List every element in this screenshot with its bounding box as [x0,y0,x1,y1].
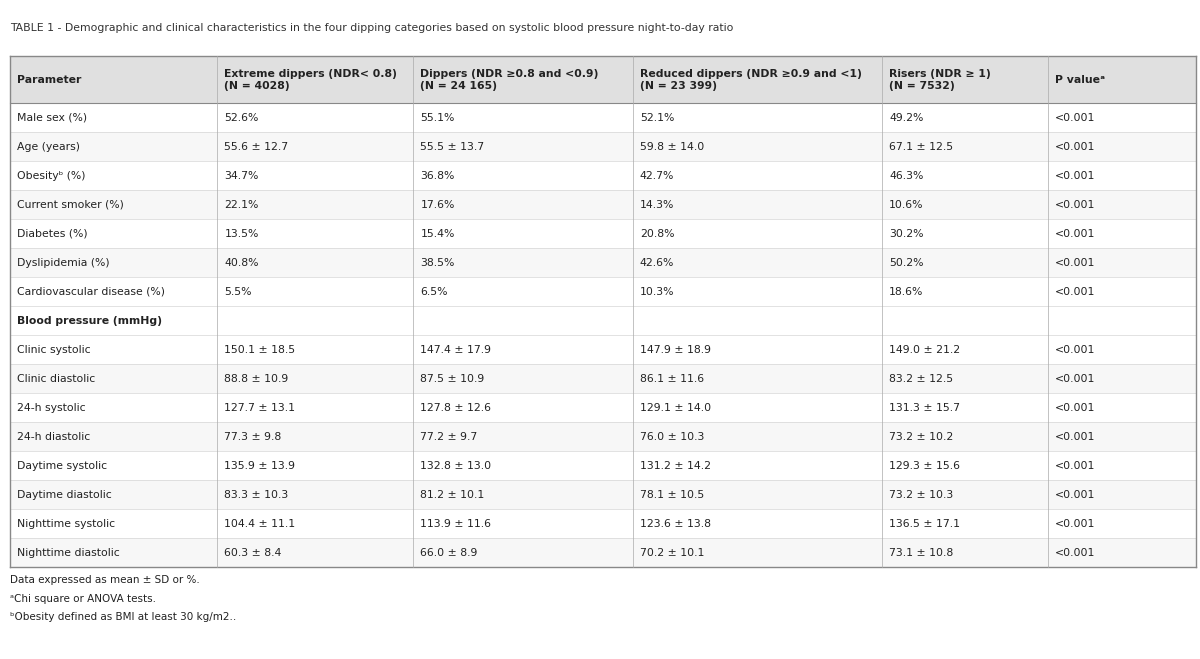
Text: <0.001: <0.001 [1055,171,1096,181]
Text: 81.2 ± 10.1: 81.2 ± 10.1 [420,490,485,500]
Text: Daytime diastolic: Daytime diastolic [17,490,112,500]
Text: Risers (NDR ≥ 1)
(​N = 7532): Risers (NDR ≥ 1) (​N = 7532) [889,69,991,91]
Bar [10,190,1196,219]
Text: Dippers (NDR ≥0.8 and <0.9)
(​N = 24 165): Dippers (NDR ≥0.8 and <0.9) (​N = 24 165… [420,69,599,91]
Text: 5.5%: 5.5% [224,287,252,297]
Text: 30.2%: 30.2% [889,229,924,239]
Text: 73.2 ± 10.3: 73.2 ± 10.3 [889,490,953,500]
Text: 147.4 ± 17.9: 147.4 ± 17.9 [420,345,491,355]
Bar [10,422,1196,451]
Bar [10,161,1196,190]
Text: 59.8 ± 14.0: 59.8 ± 14.0 [640,142,704,152]
Text: 135.9 ± 13.9: 135.9 ± 13.9 [224,461,295,471]
Text: 40.8%: 40.8% [224,258,259,268]
Text: TABLE 1 - Demographic and clinical characteristics in the four dipping categorie: TABLE 1 - Demographic and clinical chara… [10,23,733,33]
Bar [10,248,1196,277]
Text: 70.2 ± 10.1: 70.2 ± 10.1 [640,548,704,558]
Text: Blood pressure (mmHg): Blood pressure (mmHg) [17,316,162,326]
Text: 86.1 ± 11.6: 86.1 ± 11.6 [640,374,704,384]
Text: 83.3 ± 10.3: 83.3 ± 10.3 [224,490,289,500]
Bar [10,56,1196,103]
Text: ᵃChi square or ANOVA tests.: ᵃChi square or ANOVA tests. [10,594,156,604]
Text: 15.4%: 15.4% [420,229,455,239]
Text: <0.001: <0.001 [1055,374,1096,384]
Text: Clinic diastolic: Clinic diastolic [17,374,95,384]
Text: 24-h diastolic: 24-h diastolic [17,432,90,442]
Bar [10,335,1196,364]
Text: <0.001: <0.001 [1055,461,1096,471]
Text: <0.001: <0.001 [1055,229,1096,239]
Text: Reduced dippers (NDR ≥0.9 and <1)
(​N = 23 399): Reduced dippers (NDR ≥0.9 and <1) (​N = … [640,69,862,91]
Text: 104.4 ± 11.1: 104.4 ± 11.1 [224,519,295,529]
Text: 150.1 ± 18.5: 150.1 ± 18.5 [224,345,295,355]
Text: 17.6%: 17.6% [420,200,455,210]
Text: 10.3%: 10.3% [640,287,674,297]
Text: 38.5%: 38.5% [420,258,455,268]
Text: 18.6%: 18.6% [889,287,924,297]
Text: 73.1 ± 10.8: 73.1 ± 10.8 [889,548,953,558]
Text: 42.6%: 42.6% [640,258,674,268]
Text: 24-h systolic: 24-h systolic [17,403,85,413]
Bar [10,364,1196,393]
Text: <0.001: <0.001 [1055,432,1096,442]
Bar [10,277,1196,306]
Text: 77.2 ± 9.7: 77.2 ± 9.7 [420,432,478,442]
Text: 87.5 ± 10.9: 87.5 ± 10.9 [420,374,485,384]
Text: P valueᵃ: P valueᵃ [1055,74,1105,85]
Text: <0.001: <0.001 [1055,345,1096,355]
Text: 55.1%: 55.1% [420,113,455,123]
Text: Diabetes (%): Diabetes (%) [17,229,88,239]
Text: 52.6%: 52.6% [224,113,259,123]
Text: 131.2 ± 14.2: 131.2 ± 14.2 [640,461,710,471]
Text: 10.6%: 10.6% [889,200,924,210]
Bar [10,219,1196,248]
Text: 147.9 ± 18.9: 147.9 ± 18.9 [640,345,710,355]
Text: 50.2%: 50.2% [889,258,924,268]
Text: 55.6 ± 12.7: 55.6 ± 12.7 [224,142,289,152]
Text: 136.5 ± 17.1: 136.5 ± 17.1 [889,519,960,529]
Text: 60.3 ± 8.4: 60.3 ± 8.4 [224,548,282,558]
Text: Nighttime diastolic: Nighttime diastolic [17,548,120,558]
Text: 46.3%: 46.3% [889,171,924,181]
Text: 127.7 ± 13.1: 127.7 ± 13.1 [224,403,295,413]
Text: 129.1 ± 14.0: 129.1 ± 14.0 [640,403,710,413]
Text: 83.2 ± 12.5: 83.2 ± 12.5 [889,374,953,384]
Text: <0.001: <0.001 [1055,200,1096,210]
Text: 67.1 ± 12.5: 67.1 ± 12.5 [889,142,953,152]
Text: 36.8%: 36.8% [420,171,455,181]
Text: Extreme dippers (NDR< 0.8)
(​N = 4028): Extreme dippers (NDR< 0.8) (​N = 4028) [224,69,397,91]
Text: 132.8 ± 13.0: 132.8 ± 13.0 [420,461,492,471]
Text: 88.8 ± 10.9: 88.8 ± 10.9 [224,374,289,384]
Text: 77.3 ± 9.8: 77.3 ± 9.8 [224,432,282,442]
Text: 14.3%: 14.3% [640,200,674,210]
Text: <0.001: <0.001 [1055,403,1096,413]
Bar [10,509,1196,538]
Text: Nighttime systolic: Nighttime systolic [17,519,115,529]
Text: 113.9 ± 11.6: 113.9 ± 11.6 [420,519,491,529]
Text: <0.001: <0.001 [1055,142,1096,152]
Text: 20.8%: 20.8% [640,229,674,239]
Text: 49.2%: 49.2% [889,113,924,123]
Text: Cardiovascular disease (%): Cardiovascular disease (%) [17,287,164,297]
Text: Data expressed as mean ± SD or %.: Data expressed as mean ± SD or %. [10,575,199,585]
Bar [10,393,1196,422]
Text: 129.3 ± 15.6: 129.3 ± 15.6 [889,461,960,471]
Text: 55.5 ± 13.7: 55.5 ± 13.7 [420,142,485,152]
Text: 42.7%: 42.7% [640,171,674,181]
Text: <0.001: <0.001 [1055,519,1096,529]
Text: 22.1%: 22.1% [224,200,259,210]
Bar [10,103,1196,132]
Text: Current smoker (%): Current smoker (%) [17,200,124,210]
Text: Obesityᵇ (%): Obesityᵇ (%) [17,171,85,181]
Text: 149.0 ± 21.2: 149.0 ± 21.2 [889,345,960,355]
Text: 66.0 ± 8.9: 66.0 ± 8.9 [420,548,478,558]
Text: 6.5%: 6.5% [420,287,448,297]
Bar [10,132,1196,161]
Text: 78.1 ± 10.5: 78.1 ± 10.5 [640,490,704,500]
Text: 13.5%: 13.5% [224,229,259,239]
Text: 34.7%: 34.7% [224,171,259,181]
Text: Dyslipidemia (%): Dyslipidemia (%) [17,258,109,268]
Text: Clinic systolic: Clinic systolic [17,345,90,355]
Text: <0.001: <0.001 [1055,490,1096,500]
Text: Parameter: Parameter [17,74,82,85]
